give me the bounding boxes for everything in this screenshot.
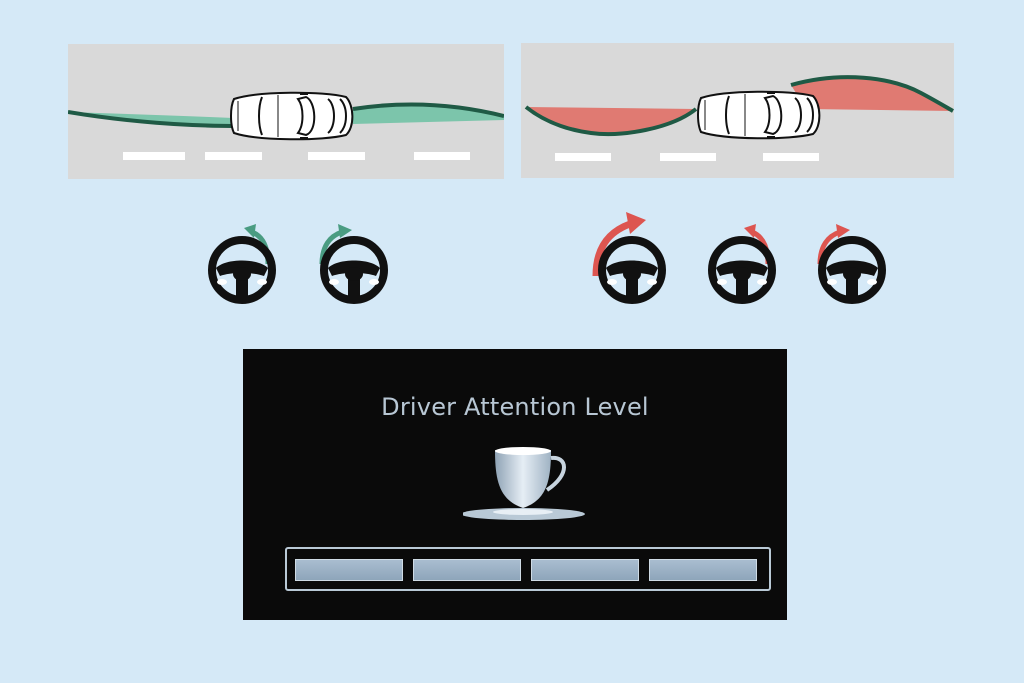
coffee-cup-icon xyxy=(463,447,585,520)
driver-attention-display: Driver Attention Level xyxy=(243,349,787,620)
attention-level-segment xyxy=(295,559,403,581)
weaving-driving-scene xyxy=(521,43,954,178)
car-icon xyxy=(697,90,821,140)
attention-level-segment xyxy=(413,559,521,581)
attention-level-segment xyxy=(649,559,757,581)
steady-driving-illustration xyxy=(68,91,504,160)
lane-deviation-area xyxy=(791,77,953,111)
steering-wheel-turn-right-icon xyxy=(312,218,396,304)
steering-wheel-turn-left-icon xyxy=(200,218,284,304)
attention-level-bar xyxy=(285,547,771,591)
steering-wheel-turn-right-icon xyxy=(590,208,674,304)
weaving-driving-illustration xyxy=(524,75,954,161)
car-icon xyxy=(230,91,354,141)
lane-markings xyxy=(555,153,819,161)
display-title: Driver Attention Level xyxy=(381,393,649,421)
vehicle-path xyxy=(524,75,954,136)
steady-driving-scene xyxy=(68,44,504,179)
steering-wheel-turn-left-icon xyxy=(700,218,784,304)
lane-deviation-area xyxy=(68,112,233,126)
lane-markings xyxy=(123,152,470,160)
steering-wheel-turn-right-icon xyxy=(810,218,894,304)
vehicle-path xyxy=(68,102,504,128)
attention-level-segment xyxy=(531,559,639,581)
